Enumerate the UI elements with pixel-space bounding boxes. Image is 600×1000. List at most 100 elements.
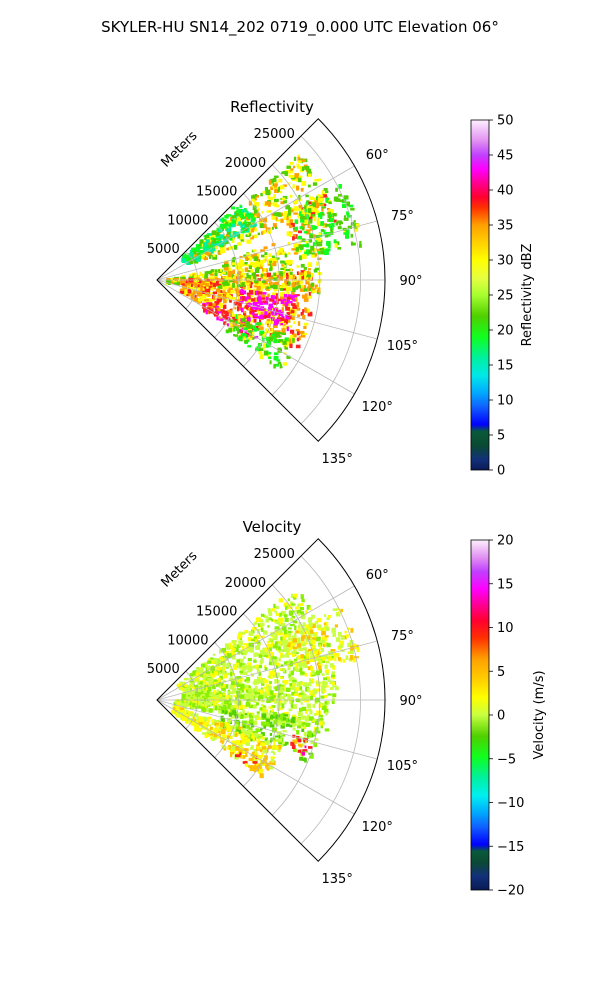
echo-cell [302,749,308,752]
echo-cell [295,651,299,655]
echo-cell [227,732,232,736]
echo-cell [229,726,234,732]
echo-cell [302,647,307,651]
echo-cell [307,635,311,640]
echo-cell [291,699,294,703]
echo-cell [247,337,251,340]
echo-cell [236,266,242,270]
echo-cell [339,640,344,646]
echo-cell [292,679,297,683]
echo-cell [293,212,298,215]
echo-cell [336,607,340,610]
echo-cell [324,681,328,686]
echo-cell [354,226,359,232]
echo-cell [321,673,325,676]
echo-cell [228,321,233,327]
echo-cell [274,686,279,692]
echo-cell [264,740,270,745]
echo-cell [282,742,286,745]
echo-cell [254,328,260,331]
echo-cell [283,694,287,697]
echo-cell [230,716,236,719]
echo-cell [318,232,322,235]
echo-cell [282,284,287,288]
echo-cell [203,686,207,690]
echo-cell [255,634,261,639]
echo-cell [300,633,304,636]
echo-cell [296,245,301,249]
echo-cell [245,643,249,647]
echo-cell [302,622,306,626]
echo-cell [212,653,216,656]
echo-cell [278,623,284,626]
echo-cell [282,730,287,733]
echo-cell [235,746,240,751]
echo-cell [261,713,267,718]
echo-cell [246,738,250,742]
echo-cell [272,223,277,228]
echo-cell [222,666,225,671]
colorbar-tick-label: 10 [497,621,514,636]
echo-cell [305,740,308,743]
echo-cell [232,710,237,714]
echo-cell [176,701,180,706]
echo-cell [208,254,212,259]
echo-cell [253,660,257,663]
echo-cell [210,666,216,671]
echo-cell [218,733,221,736]
echo-cell [273,194,276,199]
echo-cell [306,703,312,708]
echo-cell [234,334,238,337]
echo-cell [205,283,210,287]
echo-cell [194,726,199,732]
echo-cell [181,258,186,263]
echo-cell [264,737,268,740]
echo-cell [237,700,241,706]
echo-cell [335,198,341,202]
echo-cell [261,746,267,751]
echo-cell [274,735,279,738]
echo-cell [278,332,282,335]
echo-cell [266,330,271,334]
echo-cell [306,243,309,246]
echo-cell [211,660,215,664]
echo-cell [196,676,201,679]
echo-cell [318,703,323,709]
echo-cell [200,679,205,683]
echo-cell [250,737,255,742]
echo-cell [267,675,271,679]
echo-cell [294,662,298,666]
echo-cell [232,688,237,693]
echo-cell [227,309,232,314]
echo-cell [269,657,274,662]
azimuth-tick-label: 120° [362,820,393,835]
echo-cell [239,636,242,641]
echo-cell [233,301,239,306]
echo-cell [314,621,319,624]
echo-cell [335,221,338,226]
echo-cell [272,745,275,749]
echo-cell [320,229,324,232]
echo-cell [297,628,301,631]
sector-outline [156,538,386,862]
echo-cell [238,268,241,271]
echo-cell [286,326,289,332]
echo-cell [298,336,301,341]
echo-cell [223,321,227,326]
echo-cell [237,740,242,745]
echo-cell [258,734,263,737]
echo-cell [334,686,339,691]
echo-cell [238,704,244,709]
echo-cell [314,738,319,741]
echo-cell [273,186,278,189]
echo-cell [295,690,298,696]
echo-cell [252,731,256,736]
echo-cell [316,662,320,666]
echo-cell [274,699,277,704]
echo-cell [228,642,232,646]
echo-cell [246,211,249,215]
reflectivity-colorbar-label: Reflectivity dBZ [520,244,535,347]
echo-cell [241,750,246,754]
echo-cell [317,653,320,657]
echo-cell [245,299,248,305]
